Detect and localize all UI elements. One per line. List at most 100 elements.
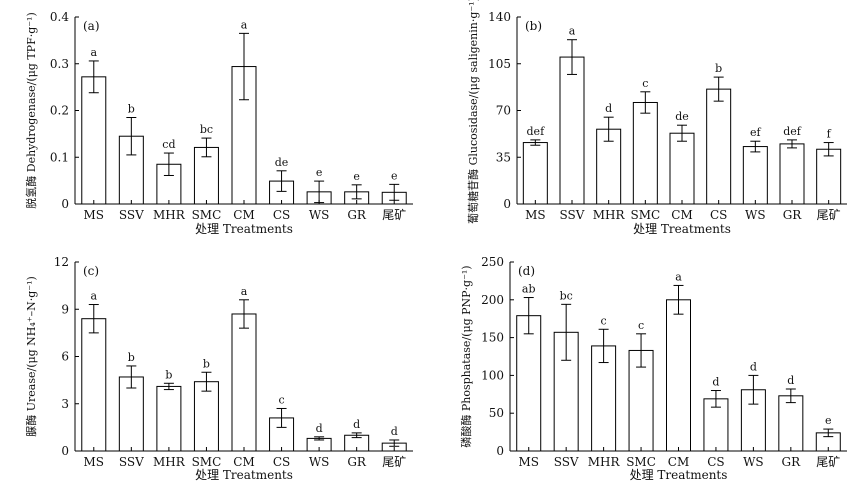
panel-label: (d) [518,264,535,278]
y-tick-label: 0 [503,197,511,211]
bar [778,395,804,452]
x-tick-label: MHR [588,455,621,469]
x-tick-label: MS [525,208,546,222]
significance-letter: d [605,102,612,115]
y-tick-label: 50 [489,406,504,420]
bar [706,88,732,205]
bar [231,313,257,452]
significance-letter: de [675,110,689,123]
y-axis-title: 脱氢酶 Dehydrogenase/(μg TPF·g⁻¹) [24,12,38,209]
bar [516,315,542,452]
x-tick-label: CS [273,208,290,222]
y-tick-label: 140 [488,10,511,24]
significance-letter: bc [560,289,573,302]
bar [81,318,107,452]
bar [193,381,219,452]
significance-letter: def [783,125,802,138]
bar [816,148,842,205]
bar [559,56,585,205]
significance-letter: e [825,414,832,427]
x-tick-label: CM [233,208,254,222]
significance-letter: f [827,128,832,141]
chart-panel-b: 0 35 70 105 140 def MS a SSV d MHR c SMC de CM b CS ef WS d… [466,0,847,236]
x-tick-label: MHR [153,208,186,222]
x-tick-label: CS [273,455,290,469]
x-tick-label: SMC [630,208,660,222]
y-tick-label: 150 [481,331,504,345]
x-tick-label: GR [783,208,803,222]
significance-letter: ef [750,126,762,139]
x-axis-title: 处理 Treatments [195,468,293,482]
y-tick-label: 12 [54,255,69,269]
x-tick-label: 尾矿 [817,208,841,222]
x-tick-label: CM [668,455,689,469]
bar [156,385,182,452]
x-tick-label: GR [782,455,802,469]
y-tick-label: 0.1 [50,150,69,164]
significance-letter: a [241,285,248,298]
bar [522,142,548,205]
significance-letter: ab [522,283,536,296]
y-tick-label: 0 [496,444,504,458]
y-tick-label: 0.2 [50,104,69,118]
significance-letter: d [712,376,719,389]
x-tick-label: MS [518,455,539,469]
significance-letter: b [715,62,722,75]
significance-letter: cd [162,138,175,151]
x-tick-label: MS [84,208,105,222]
chart-panel-d: 0 50 100 150 200 250 ab MS bc SSV c MHR c SMC a CM d CS d W… [459,255,847,482]
x-tick-label: CM [671,208,692,222]
significance-letter: b [128,351,135,364]
y-axis-title: 葡萄糖苷酶 Glucosidase/(μg saligenin·g⁻¹) [466,0,480,224]
y-tick-label: 0.4 [50,10,69,24]
x-axis-title: 处理 Treatments [630,468,728,482]
significance-letter: b [203,357,210,370]
x-axis-title: 处理 Treatments [195,222,293,236]
y-tick-label: 0.3 [50,57,69,71]
x-tick-label: WS [309,455,330,469]
panel-label: (a) [83,19,100,33]
significance-letter: d [353,418,360,431]
significance-letter: bc [200,123,213,136]
x-tick-label: SSV [554,455,579,469]
x-tick-label: WS [745,208,766,222]
bar [632,101,658,205]
significance-letter: c [638,319,644,332]
bar [591,345,617,452]
y-tick-label: 105 [488,57,511,71]
bar [742,146,768,205]
y-axis-title: 脲酶 Urease/(μg NH₄⁺–N·g⁻¹) [25,276,38,437]
x-tick-label: MHR [153,455,186,469]
chart-panel-a: 0 0.1 0.2 0.3 0.4 a MS b SSV cd MHR bc SMC a CM de CS e WS… [24,10,413,236]
x-tick-label: CS [707,455,724,469]
x-tick-label: GR [347,208,367,222]
significance-letter: c [601,314,607,327]
x-tick-label: 尾矿 [816,455,840,469]
bar [81,76,107,205]
significance-letter: d [391,425,398,438]
significance-letter: c [642,77,648,90]
x-axis-title: 处理 Treatments [633,222,731,236]
x-tick-label: GR [347,455,367,469]
y-tick-label: 250 [481,255,504,269]
bar [118,376,144,452]
chart-panel-c: 0 3 6 9 12 a MS b SSV b MHR b SMC a CM c CS d WS d GR d 尾矿 (c) 处… [25,255,413,482]
x-tick-label: SSV [119,455,144,469]
y-tick-label: 70 [496,104,511,118]
y-tick-label: 100 [481,368,504,382]
significance-letter: a [90,46,97,59]
y-axis-title: 磷酸酶 Phosphatase/(μg PNP·g⁻¹) [459,265,473,447]
bar [669,132,695,205]
significance-letter: e [316,166,323,179]
x-tick-label: SMC [192,208,222,222]
significance-letter: b [165,368,172,381]
significance-letter: d [750,360,757,373]
significance-letter: e [353,170,360,183]
significance-letter: b [128,103,135,116]
x-tick-label: WS [743,455,764,469]
x-tick-label: CS [710,208,727,222]
bar [666,299,691,452]
x-tick-label: SSV [560,208,585,222]
y-tick-label: 35 [496,150,511,164]
